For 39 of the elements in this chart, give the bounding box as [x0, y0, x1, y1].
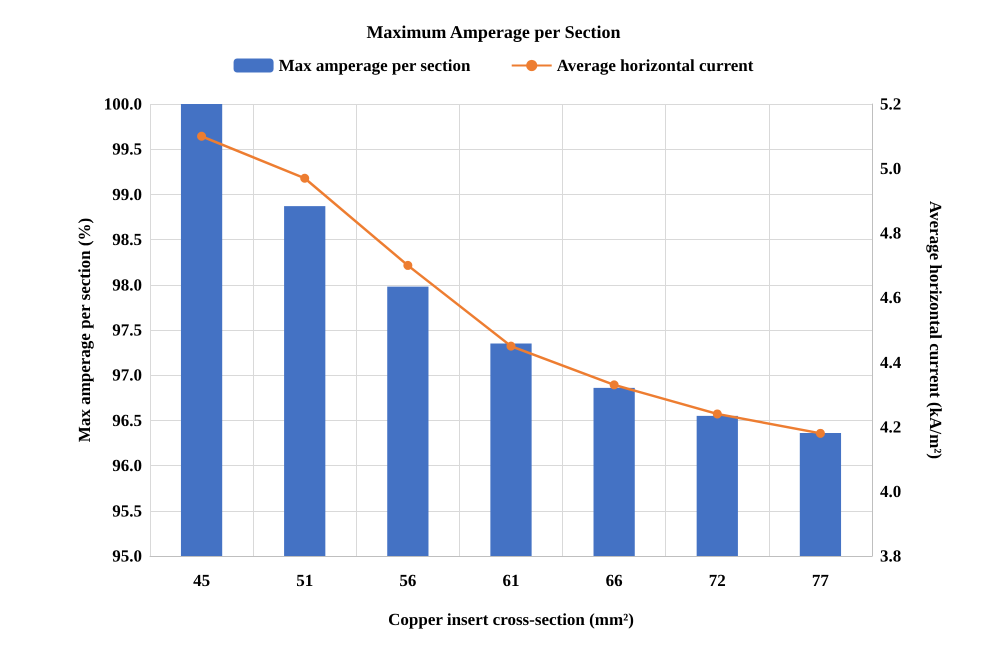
y2-tick-label: 3.8: [880, 546, 902, 566]
point: [300, 174, 310, 183]
y-tick-label: 99.5: [112, 140, 142, 159]
y-tick-label: 95.0: [112, 546, 142, 566]
point: [506, 342, 516, 351]
point: [610, 380, 619, 390]
y-tick-label: 98.0: [112, 275, 142, 294]
y-tick-label: 96.0: [112, 456, 142, 476]
y-axis-title: Max amperage per section (%): [74, 218, 94, 442]
y-tick-label: 97.5: [112, 320, 142, 340]
y2-tick-label: 5.0: [880, 159, 902, 178]
y2-tick-label: 5.2: [880, 94, 902, 114]
y2-tick-label: 4.8: [880, 224, 902, 243]
y-tick-label: 95.5: [112, 501, 142, 520]
point: [197, 132, 206, 141]
point: [816, 428, 825, 438]
x-tick-label: 72: [708, 571, 726, 590]
x-tick-label: 61: [502, 571, 520, 590]
legend-label: Average horizontal current: [556, 56, 754, 75]
y-tick-label: 97.0: [112, 366, 142, 385]
y2-axis-title: Average horizontal current (kA/m²): [926, 201, 945, 459]
y-tick-label: 100.0: [104, 94, 142, 114]
point: [403, 260, 412, 270]
x-tick-label: 45: [193, 571, 210, 590]
point: [712, 409, 722, 418]
x-tick-label: 51: [296, 571, 314, 590]
y-tick-label: 96.5: [112, 410, 142, 430]
x-axis-title: Copper insert cross-section (mm²): [388, 610, 634, 629]
y2-tick-label: 4.6: [880, 288, 902, 308]
y2-tick-label: 4.4: [880, 352, 902, 372]
chart-title: Maximum Amperage per Section: [366, 22, 621, 42]
x-tick-label: 56: [399, 571, 416, 590]
x-tick-label: 66: [606, 571, 623, 590]
y2-tick-label: 4.0: [880, 482, 902, 501]
x-tick-label: 77: [812, 571, 830, 590]
legend-label: Max amperage per section: [278, 56, 471, 75]
y-tick-label: 98.5: [112, 230, 142, 250]
y2-tick-label: 4.2: [880, 417, 902, 436]
y-tick-label: 99.0: [112, 184, 142, 204]
